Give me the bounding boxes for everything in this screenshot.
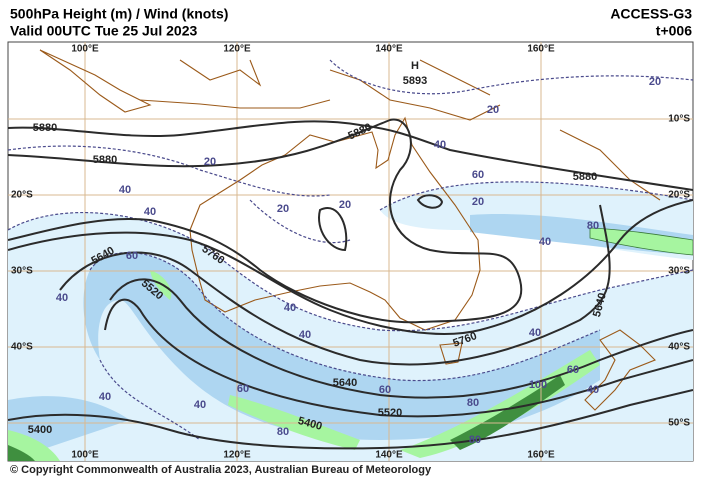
wind-label: 20 (204, 156, 216, 168)
wind-label: 60 (567, 364, 579, 376)
height-contours (8, 118, 693, 450)
wind-label: 40 (194, 399, 206, 411)
wind-label: 80 (467, 397, 479, 409)
map-title: 500hPa Height (m) / Wind (knots) (10, 6, 228, 22)
high-symbol: H (411, 60, 419, 72)
copyright: © Copyright Commonwealth of Australia 20… (10, 464, 432, 476)
wind-label: 80 (277, 426, 289, 438)
height-label: 5400 (28, 424, 52, 436)
wind-label: 40 (56, 292, 68, 304)
height-label: 5880 (93, 154, 117, 166)
lat-label-right: 10°S (668, 114, 690, 125)
wind-label: 40 (539, 236, 551, 248)
lon-label-bottom: 120°E (223, 450, 251, 461)
wind-label: 80 (469, 434, 481, 446)
valid-time: Valid 00UTC Tue 25 Jul 2023 (10, 23, 197, 39)
wind-label: 60 (237, 383, 249, 395)
wind-label: 20 (472, 196, 484, 208)
lat-label-right: 20°S (668, 190, 690, 201)
wind-label: 40 (99, 391, 111, 403)
wind-label: 20 (649, 76, 661, 88)
lat-label-left: 40°S (11, 342, 33, 353)
wind-label: 40 (434, 139, 446, 151)
lat-label-right: 50°S (668, 418, 690, 429)
height-label: 5640 (333, 377, 357, 389)
high-value: 5893 (403, 75, 427, 87)
wind-label: 60 (472, 169, 484, 181)
height-label: 5880 (33, 122, 57, 134)
wind-label: 40 (587, 384, 599, 396)
wind-label: 60 (379, 384, 391, 396)
coastlines (39, 49, 661, 411)
lon-label-top: 140°E (375, 44, 403, 55)
wind-label: 40 (299, 329, 311, 341)
longitude-labels: 100°E 120°E 140°E 160°E 100°E 120°E 140°… (71, 44, 555, 461)
forecast-step: t+006 (656, 23, 692, 39)
lat-label-right: 30°S (668, 266, 690, 277)
wind-labels: 20 20 20 20 20 20 40 40 40 40 40 40 40 4… (56, 76, 661, 446)
lat-label-left: 20°S (11, 190, 33, 201)
lon-label-bottom: 140°E (375, 450, 403, 461)
wind-label: 20 (487, 104, 499, 116)
latitude-labels: 20°S 30°S 40°S 10°S 20°S 30°S 40°S 50°S (11, 114, 690, 429)
wind-shading (8, 181, 693, 461)
isotachs (8, 59, 693, 441)
lon-label-top: 160°E (527, 44, 555, 55)
lon-label-top: 100°E (71, 44, 99, 55)
height-label: 5880 (573, 171, 597, 183)
wind-label: 20 (277, 203, 289, 215)
wind-label: 40 (119, 184, 131, 196)
graticule (8, 42, 693, 461)
model-name: ACCESS-G3 (610, 6, 692, 22)
wind-label: 40 (529, 327, 541, 339)
wind-label: 80 (587, 220, 599, 232)
lat-label-left: 30°S (11, 266, 33, 277)
wind-label: 100 (529, 379, 547, 391)
wind-label: 40 (144, 206, 156, 218)
wind-label: 20 (339, 199, 351, 211)
map-area: 100°E 120°E 140°E 160°E 100°E 120°E 140°… (7, 41, 694, 462)
wind-label: 60 (126, 250, 138, 262)
lat-label-right: 40°S (668, 342, 690, 353)
lon-label-top: 120°E (223, 44, 251, 55)
lon-label-bottom: 160°E (527, 450, 555, 461)
height-label: 5520 (378, 407, 402, 419)
lon-label-bottom: 100°E (71, 450, 99, 461)
wind-label: 40 (284, 302, 296, 314)
